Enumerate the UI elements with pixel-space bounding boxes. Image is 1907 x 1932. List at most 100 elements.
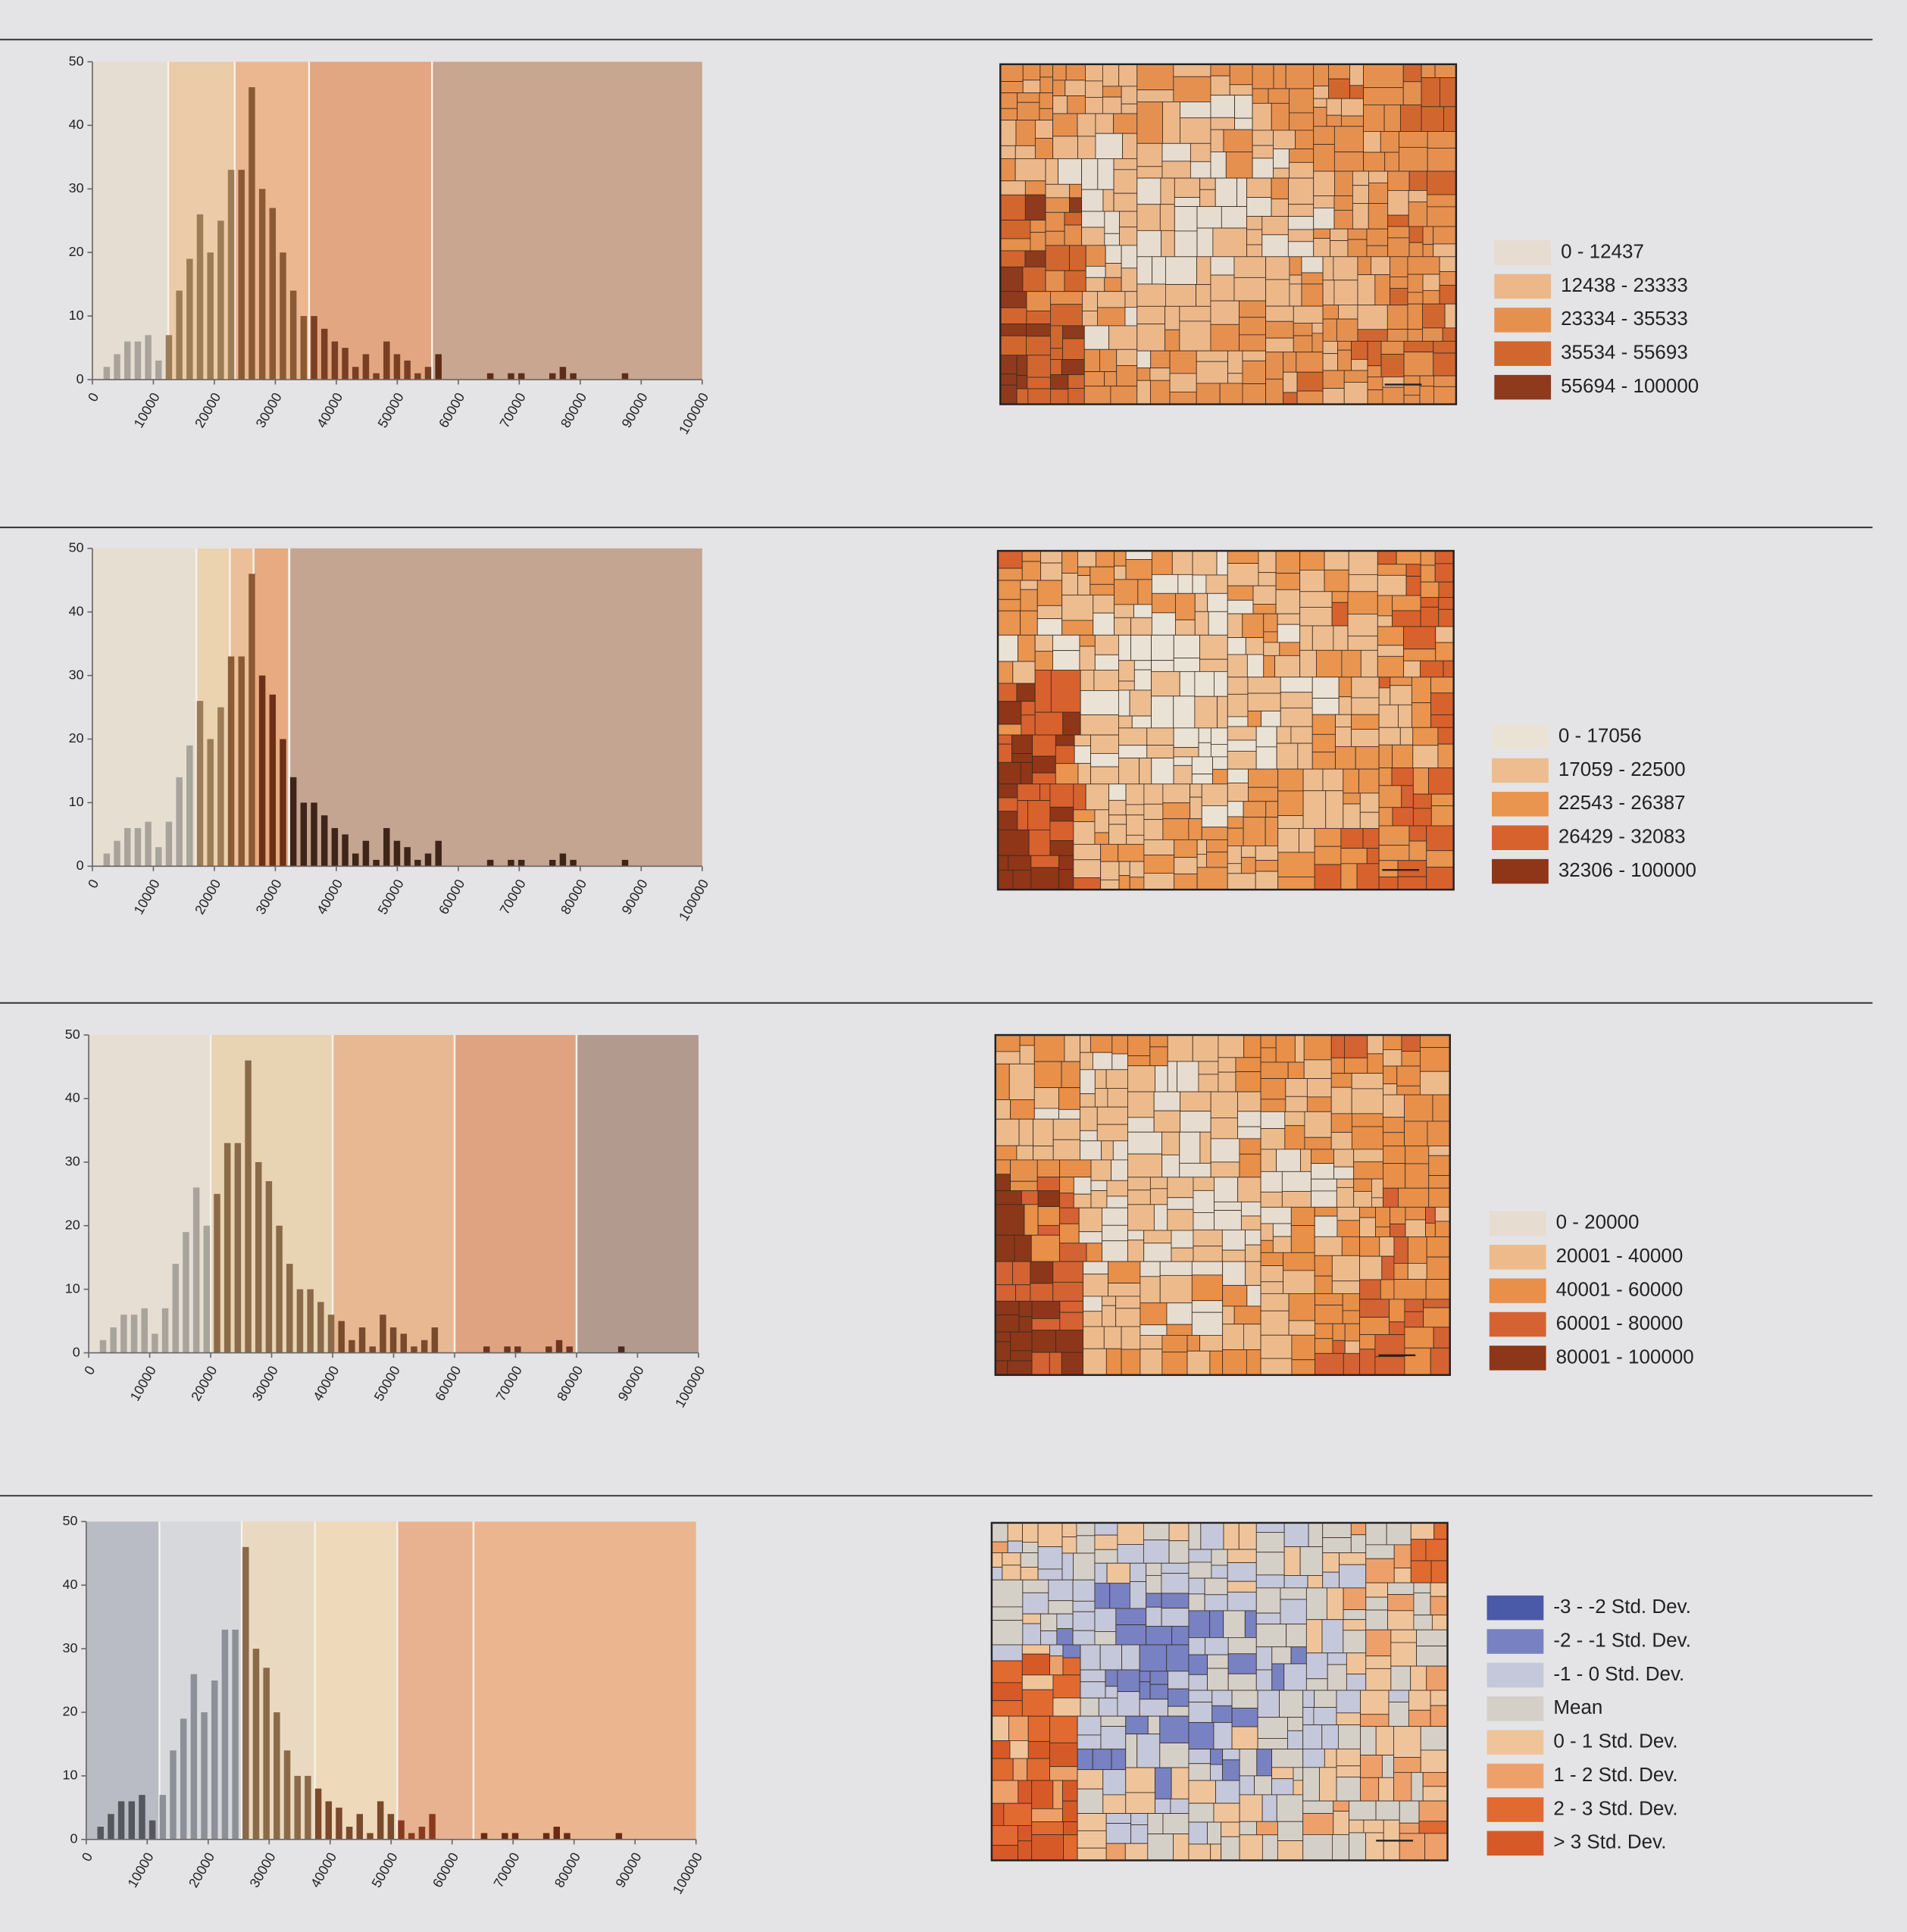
map-tract bbox=[1413, 1582, 1431, 1593]
map-tract bbox=[1297, 742, 1313, 770]
map-tract bbox=[1016, 683, 1036, 702]
map-tract bbox=[1351, 1073, 1383, 1089]
map-tract bbox=[1434, 1221, 1451, 1237]
map-tract bbox=[1146, 1625, 1173, 1646]
map-tract bbox=[1252, 102, 1272, 131]
legend-swatch bbox=[1487, 1763, 1544, 1789]
map-tract bbox=[1105, 1069, 1128, 1089]
map-tract bbox=[1027, 800, 1051, 830]
map-tract bbox=[1222, 1261, 1246, 1286]
map-tract bbox=[1094, 1534, 1118, 1550]
bar bbox=[103, 367, 111, 380]
map-tract bbox=[1077, 1715, 1102, 1736]
bar bbox=[155, 360, 162, 380]
map-tract bbox=[1121, 103, 1138, 114]
map-tract bbox=[1188, 1610, 1211, 1638]
map-tract bbox=[1159, 1274, 1193, 1304]
map-tract bbox=[1021, 1674, 1054, 1690]
map-tract bbox=[1169, 391, 1197, 405]
map-tract bbox=[1242, 383, 1267, 405]
legend-label: 1 - 2 Std. Dev. bbox=[1553, 1763, 1677, 1786]
map-tract bbox=[1289, 88, 1315, 114]
map-tract bbox=[1210, 727, 1228, 745]
map-tract bbox=[1428, 1155, 1451, 1176]
map-tract bbox=[1167, 1197, 1194, 1210]
map-tract bbox=[1413, 1615, 1433, 1630]
map-tract bbox=[1125, 559, 1152, 580]
map-tract bbox=[1291, 1359, 1315, 1376]
map-tract bbox=[995, 1099, 1011, 1120]
map-tract bbox=[1273, 148, 1290, 169]
map-tract bbox=[1213, 671, 1228, 697]
map-tract bbox=[1102, 96, 1122, 114]
map-tract bbox=[1335, 727, 1352, 747]
map-tract bbox=[1242, 613, 1265, 638]
map-tract bbox=[1136, 102, 1163, 144]
map-tract bbox=[1210, 743, 1228, 758]
map-tract bbox=[1426, 1236, 1451, 1258]
map-tract bbox=[1374, 274, 1390, 306]
map-tract bbox=[1095, 133, 1124, 159]
map-tract bbox=[1392, 595, 1421, 611]
map-tract bbox=[1237, 1177, 1261, 1202]
map-tract bbox=[1346, 1652, 1367, 1674]
map-tract bbox=[1357, 274, 1376, 306]
map-tract bbox=[1337, 349, 1352, 371]
map-tract bbox=[1062, 1800, 1078, 1823]
map-tract bbox=[1360, 1755, 1383, 1778]
map-tract bbox=[1240, 1215, 1261, 1230]
map-tract bbox=[1383, 1034, 1402, 1050]
map-tract bbox=[1378, 785, 1402, 808]
map-tract bbox=[1108, 799, 1127, 816]
map-tract bbox=[1174, 177, 1201, 198]
map-tract bbox=[1246, 177, 1272, 198]
bar bbox=[242, 1546, 249, 1840]
map-tract bbox=[1390, 1665, 1411, 1691]
y-tick-label: 0 bbox=[77, 371, 84, 386]
map-tract bbox=[1034, 634, 1053, 652]
map-tract bbox=[1434, 550, 1455, 564]
map-tract bbox=[1337, 340, 1352, 351]
map-frame bbox=[990, 1521, 1449, 1862]
map-tract bbox=[991, 1802, 1005, 1826]
map-tract bbox=[1063, 1821, 1078, 1836]
y-tick-label: 50 bbox=[69, 540, 84, 555]
bar bbox=[176, 777, 183, 867]
map-tract bbox=[1255, 1612, 1281, 1625]
map-tract bbox=[997, 724, 1022, 736]
map-tract bbox=[1433, 243, 1457, 258]
map-tract bbox=[1280, 707, 1313, 727]
legend-swatch bbox=[1487, 1662, 1544, 1688]
legend-swatch bbox=[1489, 1211, 1546, 1236]
bar bbox=[130, 1315, 138, 1353]
map-tract bbox=[1360, 649, 1378, 678]
map-tract bbox=[1205, 574, 1228, 594]
map-tract bbox=[1109, 1583, 1130, 1609]
map-tract bbox=[1127, 1091, 1155, 1118]
map-tract bbox=[1348, 550, 1378, 575]
map-tract bbox=[1162, 818, 1190, 840]
map-tract bbox=[1193, 1212, 1215, 1230]
bar bbox=[258, 675, 266, 867]
y-tick-label: 30 bbox=[69, 180, 84, 195]
map-tract bbox=[1351, 697, 1380, 715]
map-tract bbox=[1083, 1348, 1107, 1376]
map-tract bbox=[1007, 1522, 1023, 1542]
map-tract bbox=[1260, 1111, 1286, 1129]
map-tract bbox=[1179, 671, 1196, 697]
map-tract bbox=[1077, 763, 1091, 785]
map-tract bbox=[997, 567, 1023, 581]
bar bbox=[373, 373, 380, 380]
map-tract bbox=[1420, 597, 1440, 608]
map-tract bbox=[1255, 1574, 1285, 1589]
bar bbox=[414, 859, 421, 867]
map-tract bbox=[1311, 1190, 1337, 1208]
map-tract bbox=[1255, 1587, 1281, 1614]
map-tract bbox=[997, 761, 1021, 785]
map-tract bbox=[1351, 1126, 1383, 1150]
map-tract bbox=[1261, 216, 1289, 236]
map-tract bbox=[1322, 370, 1345, 389]
map-tract bbox=[1198, 742, 1211, 758]
map-tract bbox=[1408, 825, 1427, 842]
map-tract bbox=[1343, 1630, 1367, 1654]
